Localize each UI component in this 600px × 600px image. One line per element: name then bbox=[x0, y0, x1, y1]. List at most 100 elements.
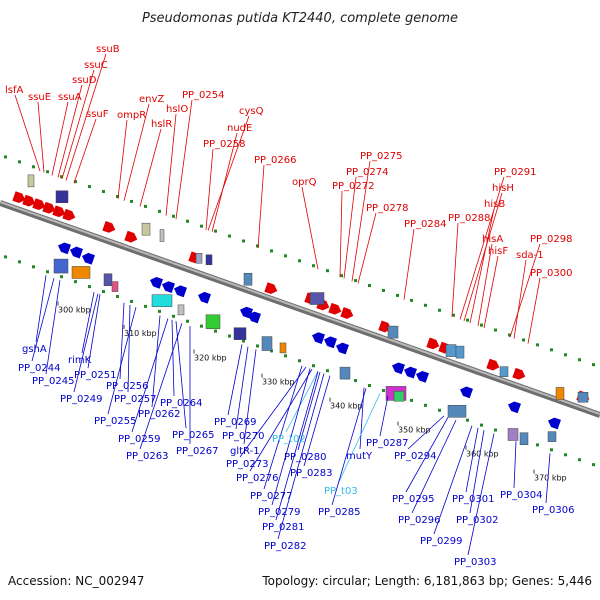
guide-dot bbox=[256, 244, 259, 248]
label-leader-line bbox=[107, 306, 137, 415]
reverse-gene-arrow bbox=[548, 417, 561, 430]
gene-label-bottom: PP_0303 bbox=[454, 557, 497, 568]
gene-label-bottom: PP_t02 bbox=[272, 434, 306, 445]
label-leader-line bbox=[469, 208, 495, 324]
guide-dot bbox=[424, 403, 427, 407]
top-label-leaders bbox=[14, 53, 541, 344]
guide-dot bbox=[312, 264, 315, 268]
feature-box bbox=[519, 432, 529, 445]
gene-label-bottom: PP_0296 bbox=[398, 515, 441, 526]
gene-label-top: PP_0258 bbox=[203, 139, 246, 150]
guide-dot bbox=[354, 279, 357, 283]
guide-dot bbox=[312, 364, 315, 368]
gene-label-bottom: PP_0276 bbox=[236, 473, 279, 484]
gene-label-bottom: PP_0287 bbox=[366, 438, 409, 449]
guide-dot bbox=[522, 338, 525, 342]
feature-box bbox=[233, 327, 247, 340]
feature-box bbox=[309, 292, 325, 305]
label-leader-line bbox=[465, 427, 479, 493]
feature-box bbox=[507, 428, 519, 441]
scale-tick-label: 310 kbp bbox=[124, 329, 157, 338]
gene-label-top: PP_0274 bbox=[346, 167, 389, 178]
feature-box bbox=[393, 390, 405, 402]
guide-dot bbox=[4, 255, 7, 259]
gene-label-bottom: PP_0294 bbox=[394, 451, 437, 462]
guide-dot bbox=[102, 190, 105, 194]
label-leader-line bbox=[73, 118, 97, 184]
gene-label-top: hslR bbox=[151, 119, 172, 130]
guide-dot bbox=[4, 155, 7, 159]
genome-backbone bbox=[0, 200, 600, 418]
guide-dot bbox=[270, 349, 273, 353]
gene-label-bottom: PP_0265 bbox=[172, 430, 215, 441]
gene-label-bottom: PP_0257 bbox=[114, 394, 157, 405]
gene-label-top: PP_0298 bbox=[530, 234, 573, 245]
guide-dot bbox=[340, 274, 343, 278]
label-leader-line bbox=[483, 255, 499, 329]
gene-label-bottom: PP_0264 bbox=[160, 398, 203, 409]
reverse-gene-arrow bbox=[70, 246, 83, 259]
feature-box bbox=[55, 190, 69, 204]
guide-dot bbox=[172, 214, 175, 218]
gene-label-top: PP_0275 bbox=[360, 151, 403, 162]
accession-text: Accession: NC_002947 bbox=[8, 574, 144, 588]
label-leader-line bbox=[239, 366, 307, 458]
label-leader-line bbox=[301, 186, 319, 270]
forward-gene-arrow bbox=[328, 302, 342, 315]
gene-label-top: sda-1 bbox=[516, 250, 544, 261]
guide-dot bbox=[452, 313, 455, 317]
label-leader-line bbox=[207, 115, 250, 231]
label-leader-line bbox=[337, 393, 381, 485]
gene-label-bottom: PP_0280 bbox=[284, 452, 327, 463]
guide-dot bbox=[186, 319, 189, 323]
gene-label-top: hisF bbox=[488, 246, 508, 257]
guide-dot bbox=[368, 384, 371, 388]
guide-dot bbox=[18, 260, 21, 264]
label-leader-line bbox=[513, 441, 517, 489]
gene-label-top: oprQ bbox=[292, 177, 317, 188]
label-leader-line bbox=[57, 84, 83, 178]
gene-label-top: ssuF bbox=[86, 109, 109, 120]
gene-label-top: ompR bbox=[117, 110, 146, 121]
guide-dot bbox=[214, 229, 217, 233]
guide-dot bbox=[74, 280, 77, 284]
label-leader-line bbox=[405, 417, 449, 493]
guide-dot bbox=[578, 458, 581, 462]
label-leader-line bbox=[205, 148, 214, 230]
gene-label-bottom: PP_0301 bbox=[452, 494, 495, 505]
feature-box bbox=[205, 254, 213, 266]
feature-box bbox=[279, 342, 287, 354]
feature-box bbox=[111, 281, 119, 292]
label-leader-line bbox=[339, 190, 343, 278]
guide-dot bbox=[438, 308, 441, 312]
forward-gene-arrow bbox=[426, 337, 440, 350]
guide-dot bbox=[382, 388, 385, 392]
feature-box bbox=[555, 387, 565, 400]
gene-label-bottom: PP_0262 bbox=[138, 409, 181, 420]
label-leader-line bbox=[235, 346, 249, 430]
forward-gene-arrow bbox=[340, 307, 354, 319]
reverse-gene-arrow bbox=[312, 332, 325, 344]
reverse-gene-arrow bbox=[57, 242, 71, 255]
forward-gene-arrow bbox=[52, 205, 66, 218]
label-leader-line bbox=[331, 388, 367, 506]
forward-gene-arrow bbox=[102, 221, 116, 233]
label-leader-line bbox=[31, 277, 55, 362]
guide-dot bbox=[494, 428, 497, 432]
guide-dot bbox=[508, 333, 511, 337]
label-leader-line bbox=[277, 373, 325, 540]
forward-gene-arrow bbox=[124, 230, 138, 243]
gene-label-top: hisB bbox=[484, 199, 505, 210]
guide-dot bbox=[564, 353, 567, 357]
gene-label-bottom: PP_0255 bbox=[94, 416, 137, 427]
gene-label-bottom: PP_0295 bbox=[392, 494, 435, 505]
gene-label-top: PP_0300 bbox=[530, 268, 573, 279]
feature-box bbox=[27, 174, 35, 188]
label-leader-line bbox=[303, 375, 331, 467]
reverse-gene-arrow bbox=[162, 281, 175, 293]
label-leader-line bbox=[297, 371, 321, 451]
gene-label-bottom: PP_0256 bbox=[106, 381, 149, 392]
label-leader-line bbox=[513, 259, 527, 339]
forward-gene-arrow bbox=[264, 282, 278, 295]
